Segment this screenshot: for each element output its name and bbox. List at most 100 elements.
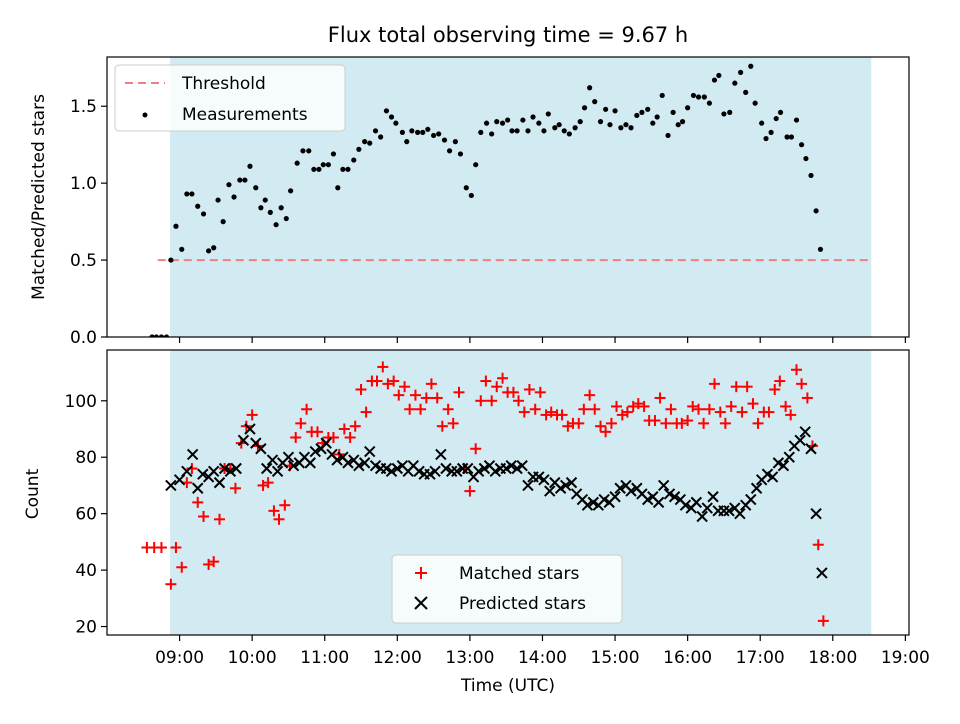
matched-star-point — [377, 361, 389, 373]
measurement-point — [489, 131, 495, 137]
predicted-star-point — [522, 479, 534, 492]
matched-star-point — [491, 381, 503, 393]
measurement-point — [340, 166, 346, 172]
matched-star-point — [507, 386, 519, 398]
matched-star-point — [497, 372, 509, 384]
measurement-point — [211, 245, 217, 251]
matched-star-point — [780, 400, 792, 412]
matched-star-point — [155, 542, 167, 554]
chart-title: Flux total observing time = 9.67 h — [328, 23, 688, 47]
legend-matched-label: Matched stars — [459, 564, 579, 584]
count-y-tick-label: 80 — [75, 448, 97, 468]
matched-star-point — [682, 415, 694, 427]
measurement-point — [759, 120, 765, 126]
matched-star-point — [279, 499, 291, 511]
measurement-point — [768, 129, 774, 135]
measurement-point — [738, 69, 744, 75]
predicted-star-point — [614, 482, 626, 494]
matched-star-point — [600, 426, 612, 438]
predicted-star-point — [213, 476, 226, 489]
matched-star-point — [703, 403, 715, 415]
measurement-point — [695, 94, 702, 100]
matched-star-point — [360, 406, 372, 418]
matched-star-point — [534, 386, 546, 398]
matched-star-point — [529, 403, 541, 415]
matched-star-point — [295, 417, 307, 429]
measurement-point — [581, 105, 588, 111]
predicted-star-point — [287, 459, 300, 472]
measurement-point — [659, 92, 665, 99]
measurement-point — [748, 63, 754, 69]
matched-star-point — [453, 386, 465, 398]
measurement-point — [288, 188, 294, 194]
measurement-point — [452, 139, 458, 145]
matched-star-point — [660, 417, 672, 429]
measurement-point — [727, 109, 733, 115]
matched-star-point — [719, 417, 731, 429]
measurement-point — [773, 115, 779, 122]
measurement-point — [399, 129, 405, 135]
predicted-star-point — [777, 459, 790, 472]
measurement-point — [425, 126, 431, 132]
predicted-star-point — [679, 499, 692, 511]
matched-star-point — [420, 392, 432, 404]
measurement-point — [294, 160, 300, 166]
measurement-point — [372, 128, 379, 134]
count-y-axis-label: Count — [23, 468, 43, 519]
measurement-point — [711, 77, 718, 83]
predicted-star-point — [304, 457, 316, 469]
measurement-point — [189, 191, 195, 197]
predicted-star-point — [218, 462, 231, 475]
matched-star-point — [741, 381, 753, 393]
measurement-point — [335, 185, 341, 191]
measurement-point — [798, 142, 805, 148]
matched-star-point — [584, 389, 596, 401]
measurement-point — [587, 85, 593, 91]
ratio-y-tick-label: 0.0 — [70, 328, 97, 348]
measurement-point — [330, 151, 337, 157]
measurement-point — [149, 334, 155, 337]
predicted-star-point — [472, 465, 485, 478]
matched-star-point — [654, 392, 666, 404]
predicted-star-point — [165, 479, 177, 492]
legend-threshold-label: Threshold — [181, 74, 266, 94]
predicted-star-point — [282, 451, 295, 463]
measurement-point — [173, 223, 179, 229]
matched-star-point — [382, 378, 394, 390]
predicted-star-point — [565, 476, 578, 489]
predicted-star-point — [538, 474, 550, 486]
matched-star-point — [431, 392, 443, 404]
measurement-point — [505, 117, 511, 123]
predicted-star-point — [810, 507, 822, 520]
matched-star-point — [518, 406, 530, 418]
measurement-point — [494, 119, 500, 125]
predicted-star-point — [745, 493, 757, 506]
measurement-point — [306, 148, 312, 154]
matched-star-point — [415, 403, 427, 415]
measurement-point — [607, 122, 613, 128]
matched-star-point — [708, 378, 720, 390]
measurement-point — [556, 122, 562, 128]
count-x-tick-label: 19:00 — [881, 648, 930, 668]
count-y-tick-label: 40 — [75, 561, 97, 581]
measurement-point — [525, 128, 531, 134]
measurement-point — [247, 163, 253, 169]
matched-star-point — [736, 406, 748, 418]
measurement-point — [283, 215, 289, 222]
count-y-tick-label: 20 — [75, 618, 97, 638]
measurement-point — [514, 128, 520, 134]
ratio-panel-frame — [106, 56, 910, 338]
matched-star-point — [198, 510, 210, 522]
count-x-tick-label: 17:00 — [736, 648, 785, 668]
matched-star-point — [311, 426, 323, 438]
measurement-point — [784, 134, 790, 140]
predicted-star-point — [750, 482, 763, 494]
matched-star-point — [355, 384, 367, 396]
matched-star-point — [338, 423, 350, 435]
measurement-point — [242, 177, 248, 183]
matched-star-point — [687, 400, 699, 412]
measurement-point — [420, 129, 426, 135]
matched-star-point — [578, 403, 590, 415]
matched-star-point — [791, 364, 803, 376]
predicted-star-point — [783, 451, 795, 463]
